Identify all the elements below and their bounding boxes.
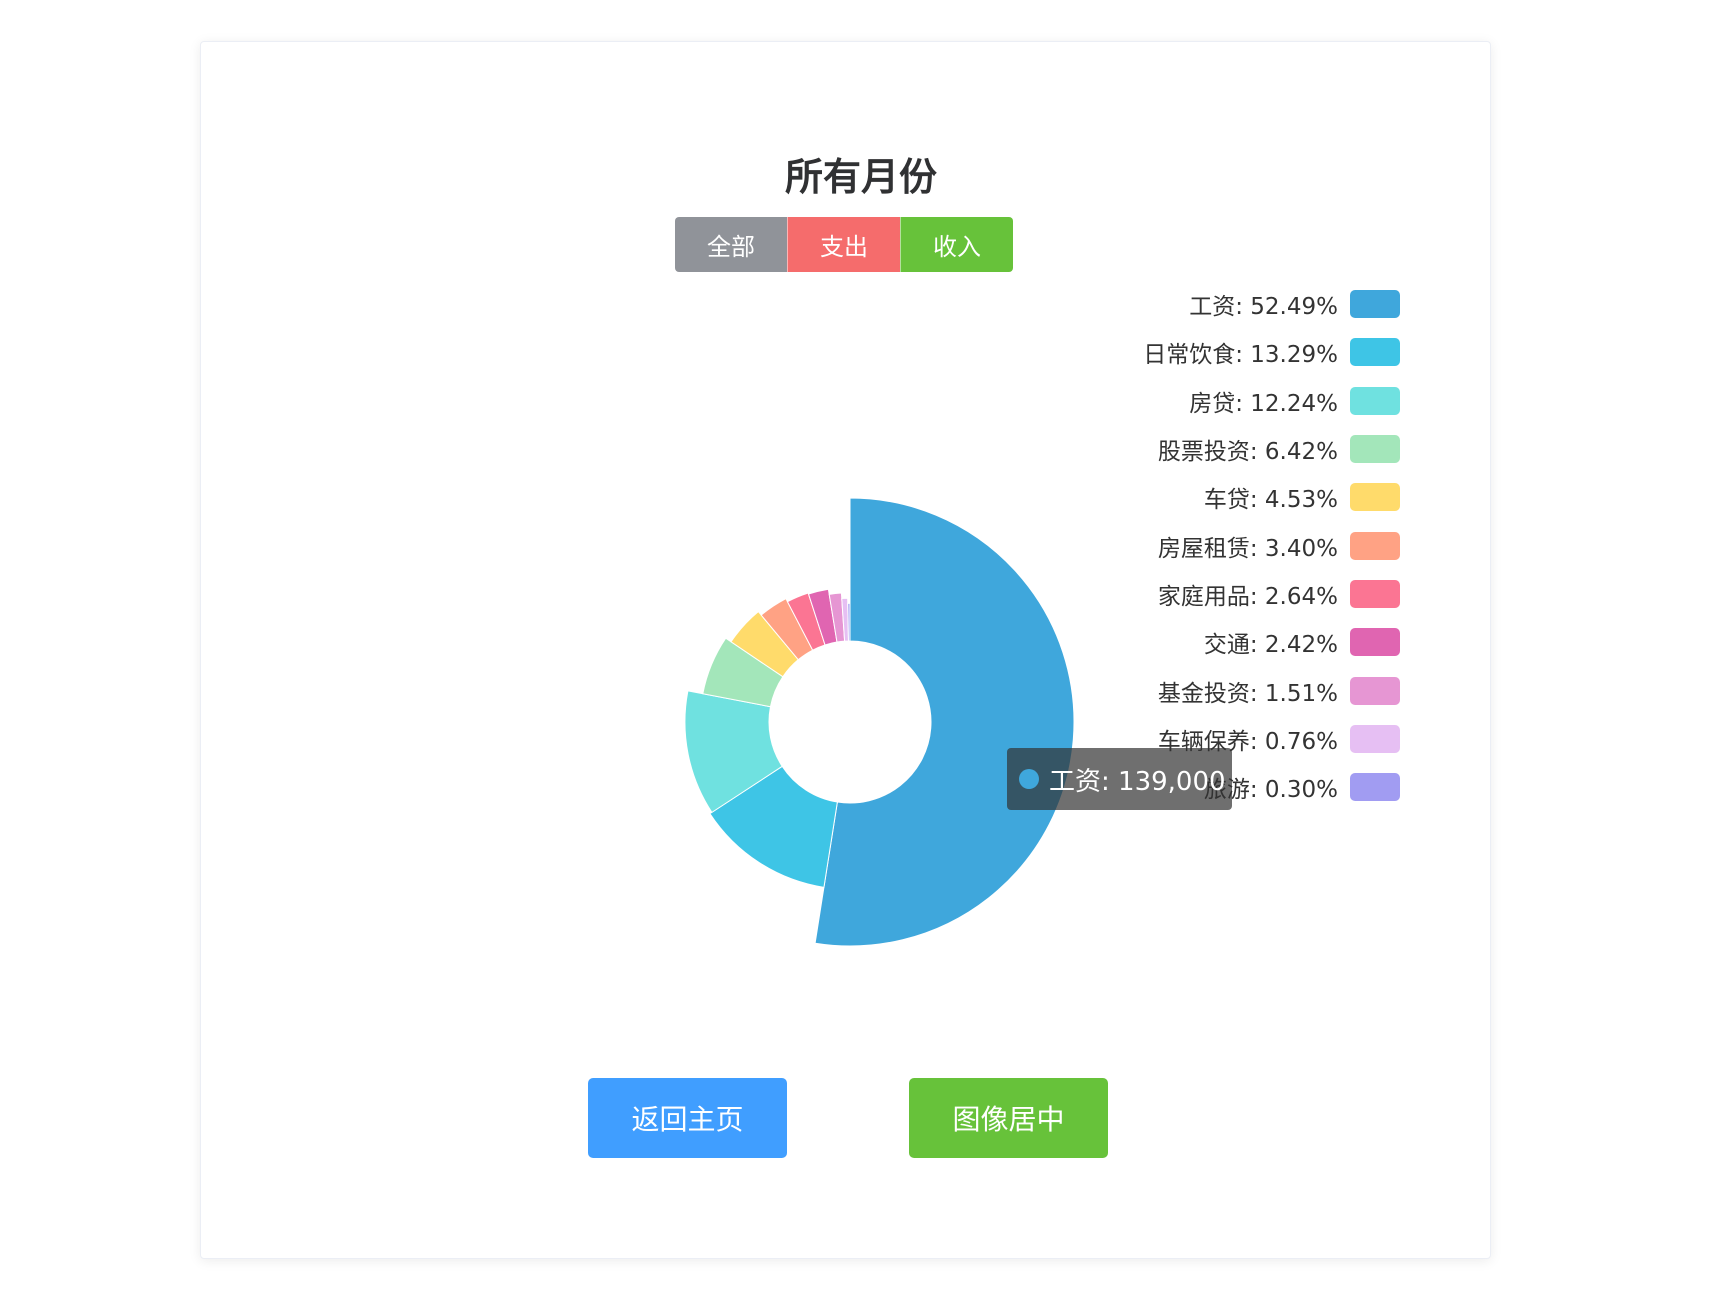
filter-all-button[interactable]: 全部 xyxy=(675,217,787,272)
legend-swatch xyxy=(1350,290,1400,319)
legend-swatch xyxy=(1350,435,1400,464)
legend-label: 房屋租赁: 3.40% xyxy=(1157,535,1338,562)
tooltip-label: 工资: 139,000 xyxy=(1049,766,1226,797)
slice-3[interactable] xyxy=(684,690,783,814)
legend-label: 车贷: 4.53% xyxy=(1203,487,1338,514)
legend-label: 工资: 52.49% xyxy=(1189,294,1338,321)
legend-swatch xyxy=(1350,773,1400,802)
filter-income-button[interactable]: 收入 xyxy=(900,217,1013,272)
slice-1[interactable] xyxy=(814,497,1075,947)
legend-swatch xyxy=(1350,724,1400,753)
legend-label: 日常饮食: 13.29% xyxy=(1143,342,1338,369)
legend-item[interactable]: 交通: 2.42% xyxy=(1100,618,1400,666)
center-chart-button[interactable]: 图像居中 xyxy=(909,1078,1108,1158)
tooltip-marker xyxy=(1019,769,1039,789)
legend-label: 股票投资: 6.42% xyxy=(1157,439,1338,466)
page-title: 所有月份 xyxy=(784,155,937,199)
legend-item[interactable]: 车辆保养: 0.76% xyxy=(1100,715,1400,763)
legend-swatch xyxy=(1350,579,1400,608)
filter-button-group: 全部 支出 收入 xyxy=(675,217,1013,272)
legend-item[interactable]: 车贷: 4.53% xyxy=(1100,473,1400,521)
legend-item[interactable]: 股票投资: 6.42% xyxy=(1100,425,1400,473)
legend-label: 交通: 2.42% xyxy=(1203,632,1338,659)
legend-label: 基金投资: 1.51% xyxy=(1157,680,1338,707)
legend-item[interactable]: 工资: 52.49% xyxy=(1100,280,1400,328)
legend-item[interactable]: 基金投资: 1.51% xyxy=(1100,666,1400,714)
legend-item[interactable]: 房屋租赁: 3.40% xyxy=(1100,521,1400,569)
legend-item[interactable]: 房贷: 12.24% xyxy=(1100,377,1400,425)
slice-11[interactable] xyxy=(847,602,851,642)
legend-label: 房贷: 12.24% xyxy=(1189,390,1338,417)
legend-item[interactable]: 家庭用品: 2.64% xyxy=(1100,570,1400,618)
legend-swatch xyxy=(1350,386,1400,415)
chart-legend: 工资: 52.49% 日常饮食: 13.29% 房贷: 12.24% 股票投资: 6.… xyxy=(1100,280,1400,811)
legend-item[interactable]: 旅游: 0.30% xyxy=(1100,763,1400,811)
legend-item[interactable]: 日常饮食: 13.29% xyxy=(1100,328,1400,376)
filter-expense-button[interactable]: 支出 xyxy=(787,217,900,272)
back-home-button[interactable]: 返回主页 xyxy=(588,1078,787,1158)
legend-swatch xyxy=(1350,628,1400,657)
legend-swatch xyxy=(1350,676,1400,705)
legend-swatch xyxy=(1350,483,1400,512)
legend-swatch xyxy=(1350,338,1400,367)
slice-tooltip: 工资: 139,000 xyxy=(1007,748,1232,810)
slice-group xyxy=(684,497,1075,947)
legend-label: 家庭用品: 2.64% xyxy=(1157,583,1338,610)
legend-swatch xyxy=(1350,531,1400,560)
slice-2[interactable] xyxy=(709,765,838,888)
